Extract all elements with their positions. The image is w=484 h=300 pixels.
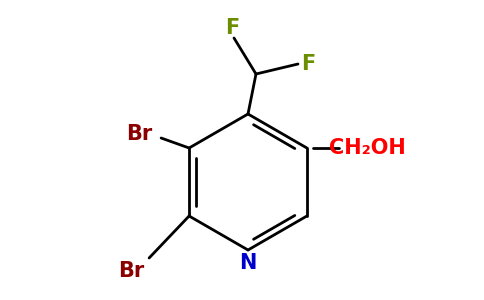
Text: Br: Br [126, 124, 152, 144]
Text: F: F [301, 54, 315, 74]
Text: Br: Br [118, 261, 144, 281]
Text: CH₂OH: CH₂OH [329, 138, 405, 158]
Text: N: N [239, 253, 257, 273]
Text: F: F [225, 18, 239, 38]
